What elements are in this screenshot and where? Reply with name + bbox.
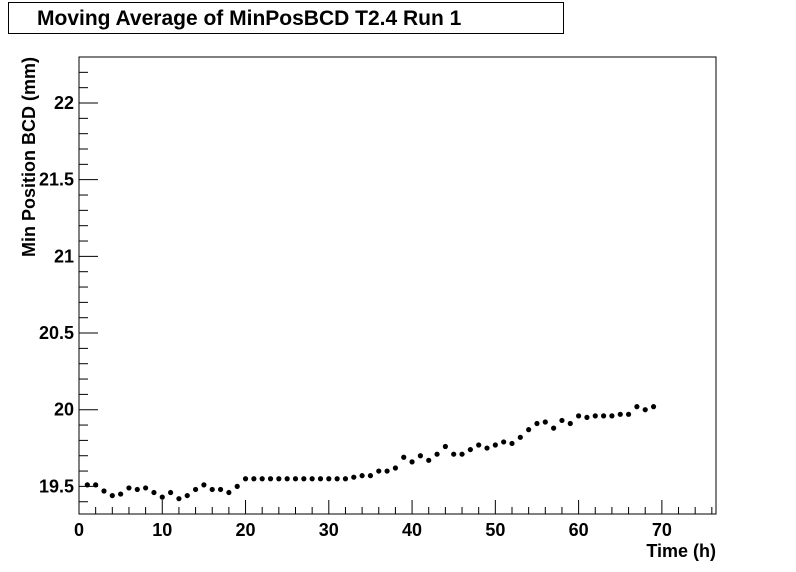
data-point (259, 476, 265, 482)
data-point (292, 476, 299, 482)
data-point (234, 483, 240, 489)
data-point (242, 476, 249, 482)
x-tick-label: 30 (319, 520, 339, 540)
data-point (642, 407, 648, 413)
x-axis-title: Time (h) (646, 541, 716, 561)
x-tick-label: 50 (485, 520, 505, 540)
data-point (176, 496, 182, 502)
x-tick-label: 40 (402, 520, 422, 540)
data-point (384, 468, 390, 474)
data-point (542, 419, 548, 425)
data-point (192, 486, 199, 493)
y-tick-label: 21.5 (39, 170, 74, 190)
data-point (251, 476, 257, 482)
data-point (143, 485, 149, 491)
data-point (184, 492, 190, 499)
data-point (401, 454, 407, 460)
data-point (484, 445, 490, 451)
data-point (467, 446, 473, 453)
data-point (426, 457, 432, 463)
x-tick-label: 20 (236, 520, 256, 540)
data-point (326, 476, 332, 482)
data-point (309, 476, 315, 482)
chart-title-box: Moving Average of MinPosBCD T2.4 Run 1 (8, 2, 564, 34)
data-point (576, 413, 582, 419)
data-point (476, 442, 482, 448)
y-axis-title: Min Position BCD (mm) (19, 57, 39, 257)
data-point (551, 425, 557, 431)
data-point (376, 468, 382, 474)
data-point (617, 411, 623, 417)
data-point (209, 486, 215, 493)
data-point (592, 413, 598, 419)
data-point (534, 420, 540, 427)
data-point (584, 414, 590, 420)
data-point (276, 476, 282, 482)
data-point (367, 473, 374, 479)
data-point (434, 451, 440, 457)
y-tick-label: 22 (54, 93, 74, 113)
data-point (284, 476, 290, 482)
data-point (359, 473, 365, 479)
data-point (625, 411, 632, 417)
data-point (609, 413, 615, 419)
data-point (600, 413, 607, 419)
data-point (459, 451, 465, 457)
y-tick-label: 19.5 (39, 476, 74, 496)
x-tick-label: 70 (652, 520, 672, 540)
data-point (517, 434, 523, 440)
data-point (451, 451, 457, 457)
data-point (567, 420, 573, 427)
y-tick-label: 20 (54, 400, 74, 420)
data-point (126, 485, 132, 491)
data-point (442, 443, 448, 450)
data-point (509, 440, 515, 447)
x-tick-label: 10 (152, 520, 172, 540)
data-point (501, 439, 507, 445)
data-point (392, 465, 399, 471)
data-series (84, 404, 657, 502)
data-point (342, 476, 349, 482)
data-point (151, 489, 157, 496)
data-point (93, 482, 99, 488)
data-point (84, 482, 90, 488)
chart-title: Moving Average of MinPosBCD T2.4 Run 1 (37, 7, 462, 30)
data-point (118, 491, 124, 497)
y-axis: 19.5 20 20.5 21 21.5 22 (39, 56, 98, 503)
data-point (650, 404, 657, 410)
y-tick-label: 20.5 (39, 323, 74, 343)
data-point (101, 488, 107, 494)
x-tick-label: 0 (74, 520, 84, 540)
data-point (526, 427, 532, 433)
data-point (409, 459, 415, 465)
data-point (301, 476, 307, 482)
data-point (634, 404, 640, 410)
data-point (167, 489, 174, 496)
x-tick-label: 60 (569, 520, 589, 540)
data-point (109, 492, 115, 499)
x-axis: 0 10 20 30 40 50 60 70 (74, 500, 713, 540)
plot-frame (78, 56, 717, 515)
data-point (217, 486, 224, 493)
data-point (334, 476, 340, 482)
data-point (492, 442, 498, 448)
data-point (226, 489, 232, 496)
data-point (201, 482, 207, 488)
y-tick-label: 21 (54, 246, 74, 266)
data-point (134, 486, 140, 493)
data-point (159, 494, 165, 500)
data-point (317, 476, 324, 482)
data-point (267, 476, 274, 482)
data-point (559, 417, 565, 424)
data-point (351, 474, 357, 480)
data-point (417, 453, 423, 459)
